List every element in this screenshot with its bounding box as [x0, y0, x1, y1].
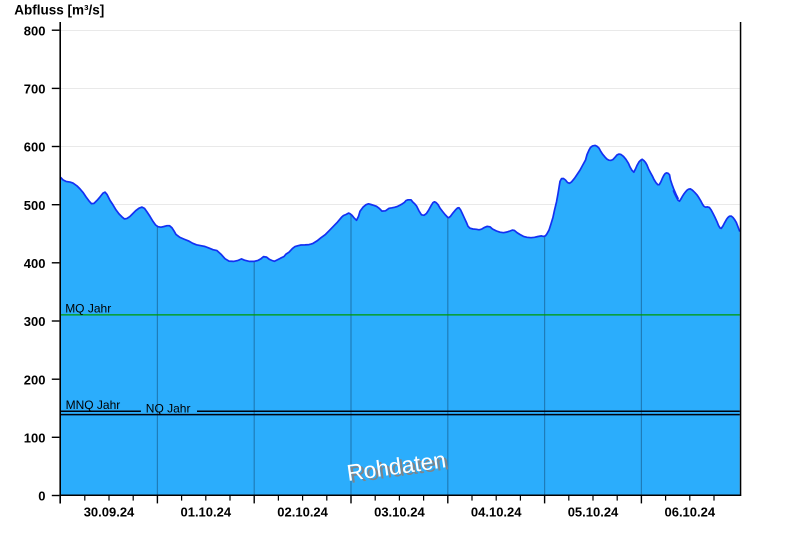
svg-text:700: 700 [24, 82, 46, 97]
svg-text:MQ Jahr: MQ Jahr [65, 301, 111, 315]
svg-text:500: 500 [24, 198, 46, 213]
svg-text:04.10.24: 04.10.24 [471, 505, 522, 520]
svg-text:Abfluss [m³/s]: Abfluss [m³/s] [14, 2, 104, 17]
svg-text:400: 400 [24, 256, 46, 271]
svg-text:100: 100 [24, 430, 46, 445]
svg-text:06.10.24: 06.10.24 [664, 505, 715, 520]
svg-text:02.10.24: 02.10.24 [277, 505, 328, 520]
svg-text:0: 0 [38, 489, 45, 504]
svg-text:NQ Jahr: NQ Jahr [146, 402, 191, 416]
svg-text:600: 600 [24, 140, 46, 155]
svg-text:03.10.24: 03.10.24 [374, 505, 425, 520]
svg-text:300: 300 [24, 314, 46, 329]
svg-text:MNQ Jahr: MNQ Jahr [66, 398, 121, 412]
svg-text:200: 200 [24, 372, 46, 387]
svg-text:01.10.24: 01.10.24 [180, 505, 231, 520]
svg-text:30.09.24: 30.09.24 [84, 505, 135, 520]
svg-text:800: 800 [24, 23, 46, 38]
svg-text:05.10.24: 05.10.24 [568, 505, 619, 520]
